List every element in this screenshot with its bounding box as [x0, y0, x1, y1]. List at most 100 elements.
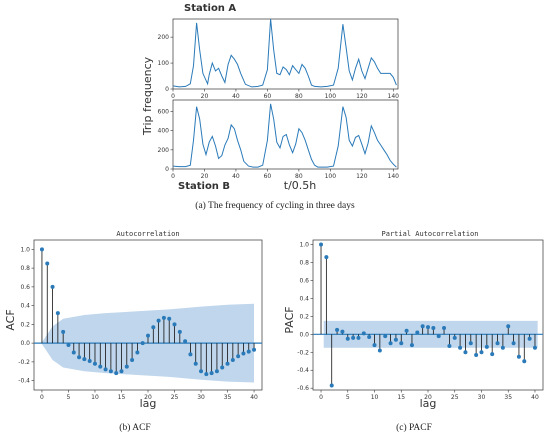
station-b-xtick-label: 80 [295, 173, 303, 180]
pacf-frame [312, 239, 544, 391]
acf-title: Autocorrelation [116, 230, 179, 238]
acf-chart: 0 5 10 15 20 25 30 35 40 -0.4 -0.2 0.0 0.2 0.4 0.6 0.8 1… [18, 239, 263, 401]
pacf-point [415, 330, 420, 335]
station-b-ytick-label: 0 [165, 166, 169, 173]
station-a-xtick-label: 80 [295, 93, 303, 100]
pacf-point [484, 344, 489, 349]
station-b-xtick-label: 120 [356, 173, 368, 180]
acf-point [140, 341, 145, 346]
acf-point [246, 349, 251, 354]
pacf-point [458, 345, 463, 350]
acf-point [50, 284, 55, 289]
acf-ytick-label: 0.4 [20, 303, 30, 310]
acf-point [199, 369, 204, 374]
station-b-xtick-label: 60 [264, 173, 272, 180]
acf-point [167, 316, 172, 321]
acf-xtick-label: 15 [118, 394, 126, 401]
station-a-series-line [172, 18, 397, 88]
acf-ytick-label: 0.8 [20, 265, 30, 272]
acf-point [236, 354, 241, 359]
pacf-point [495, 341, 500, 346]
pacf-point [372, 343, 377, 348]
station-a-xtick-label: 120 [356, 93, 368, 100]
pacf-ytick-label: 0.0 [299, 331, 309, 338]
pacf-point [527, 336, 532, 341]
pacf-xtick-label: 10 [371, 394, 379, 401]
station-b-chart: 0 20 40 60 80 100 120 140 0 200 400 600 [158, 99, 400, 180]
acf-point [103, 367, 108, 372]
pacf-point [356, 335, 361, 340]
pacf-ytick-label: 0.8 [299, 259, 309, 266]
acf-point [151, 325, 156, 330]
station-b-frame [172, 99, 399, 170]
pacf-point [388, 341, 393, 346]
pacf-point [511, 341, 516, 346]
pacf-point [463, 350, 468, 355]
pacf-point [335, 327, 340, 332]
station-a-ytick-label: 200 [158, 34, 170, 41]
acf-point [82, 357, 87, 362]
pacf-ytick-label: -0.2 [297, 349, 309, 356]
caption-a: (a) The frequency of cycling in three da… [195, 200, 355, 211]
station-a-xtick-label: 20 [201, 93, 209, 100]
pacf-xlabel: lag [420, 397, 437, 410]
panel-b: Autocorrelation ACF 0 5 10 15 20 25 30 35 40 -0.4… [4, 230, 263, 433]
pacf-point [452, 335, 457, 340]
pacf-xtick-label: 30 [478, 394, 486, 401]
station-b-ytick-label: 200 [158, 147, 170, 154]
acf-point [71, 350, 76, 355]
station-b-xtick-label: 140 [388, 173, 400, 180]
pacf-ytick-label: 0.4 [299, 295, 309, 302]
pacf-xtick-label: 15 [397, 394, 405, 401]
panel-c: Partial Autocorrelation PACF 0 5 10 15 20 25 3… [283, 230, 544, 433]
acf-point [98, 364, 103, 369]
station-a-xtick-label: 40 [232, 93, 240, 100]
pacf-point [442, 326, 447, 331]
acf-point [225, 361, 230, 366]
pacf-point [345, 336, 350, 341]
caption-c: (c) PACF [396, 422, 432, 433]
caption-b: (b) ACF [119, 422, 150, 433]
acf-point [108, 369, 113, 374]
acf-point [193, 361, 198, 366]
acf-point [146, 333, 150, 338]
pacf-point [490, 352, 495, 357]
station-a-frame [172, 18, 399, 90]
pacf-point [324, 255, 329, 260]
pacf-ytick-label: 1.0 [299, 241, 309, 248]
pacf-point [436, 334, 441, 339]
pacf-chart: 0 5 10 15 20 25 30 35 40 -0.6 -0.4 -0.2 0.0 0.2 0.4 0.6… [297, 239, 544, 401]
pacf-xtick-label: 0 [319, 394, 323, 401]
pacf-point [447, 343, 452, 348]
acf-point [130, 358, 135, 362]
pacf-point [383, 334, 388, 339]
station-b-xtick-label: 20 [201, 173, 209, 180]
acf-point [172, 322, 177, 327]
pacf-point [426, 325, 430, 330]
pacf-xtick-label: 25 [451, 394, 459, 401]
pacf-point [319, 242, 324, 247]
station-a-ytick-label: 100 [158, 60, 170, 67]
pacf-point [393, 337, 398, 342]
pacf-point [500, 345, 505, 350]
acf-point [119, 369, 124, 374]
pacf-xtick-label: 5 [346, 394, 350, 401]
pacf-point [468, 341, 473, 346]
pacf-point [351, 335, 356, 340]
acf-point [214, 369, 219, 374]
pacf-point [431, 326, 436, 331]
acf-ytick-label: 0.6 [20, 284, 30, 291]
trip-frequency-label: Trip frequency [141, 56, 154, 136]
acf-point [77, 355, 82, 360]
station-b-xtick-label: 100 [325, 173, 337, 180]
pacf-ytick-label: -0.4 [297, 367, 309, 374]
pacf-point [377, 348, 382, 353]
pacf-point [404, 328, 409, 333]
acf-point [177, 329, 182, 334]
acf-point [114, 371, 119, 376]
pacf-ylabel: PACF [283, 306, 296, 333]
acf-point [124, 364, 129, 369]
acf-point [241, 351, 246, 356]
acf-xtick-label: 25 [171, 394, 179, 401]
